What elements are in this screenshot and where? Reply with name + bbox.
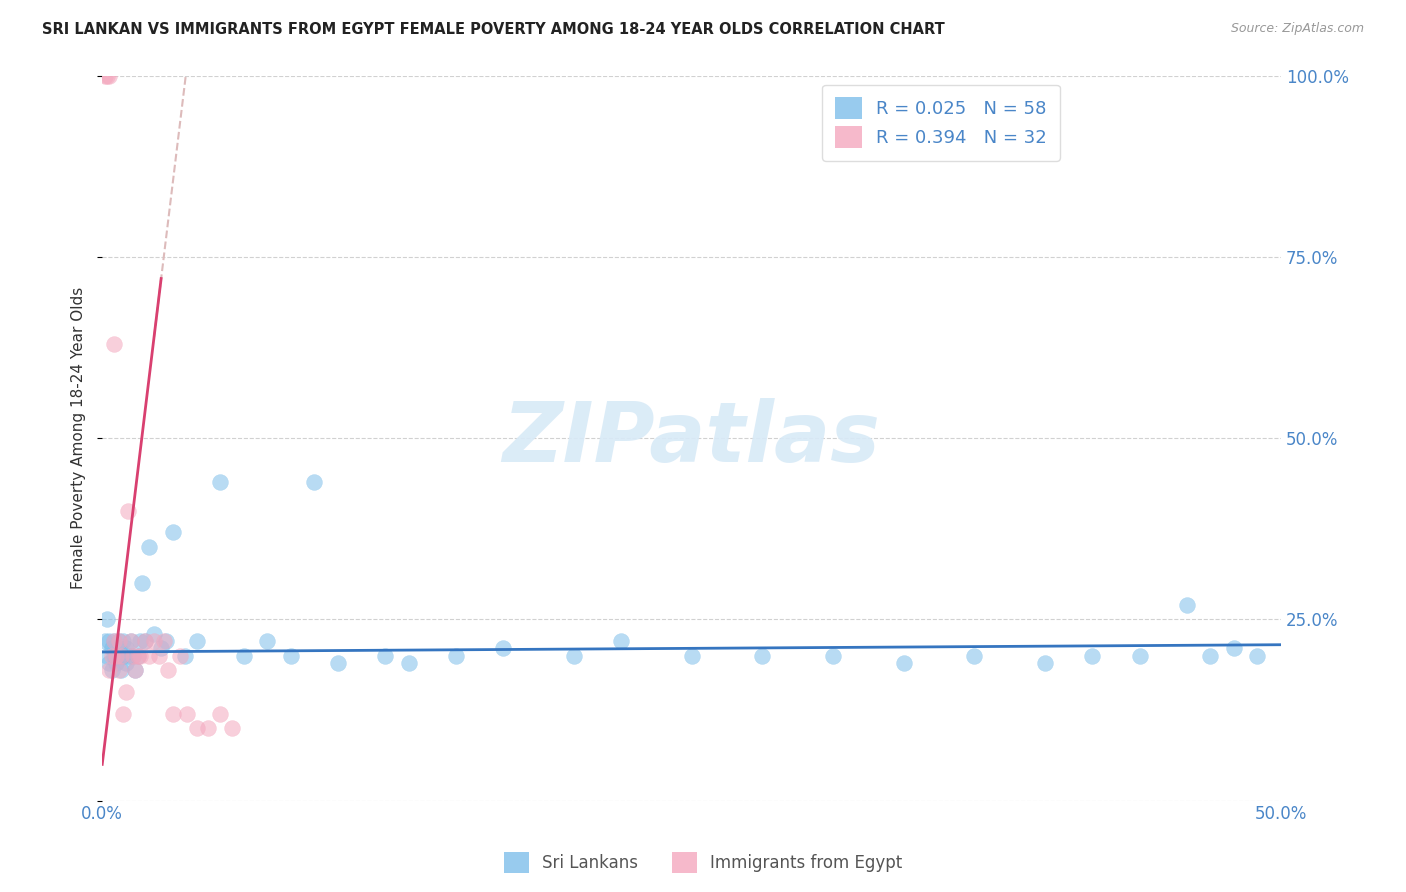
Point: [100, 648, 122, 663]
Point: [1199, 648, 1222, 663]
Y-axis label: Female Poverty Among 18-24 Year Olds: Female Poverty Among 18-24 Year Olds: [72, 287, 86, 590]
Point: [374, 648, 396, 663]
Point: [98, 663, 121, 677]
Point: [152, 634, 174, 648]
Point: [112, 648, 135, 663]
Point: [155, 634, 177, 648]
Point: [186, 634, 208, 648]
Point: [107, 634, 129, 648]
Point: [326, 656, 349, 670]
Point: [124, 663, 146, 677]
Point: [893, 656, 915, 670]
Point: [134, 634, 156, 648]
Point: [304, 475, 326, 489]
Point: [150, 641, 173, 656]
Point: [173, 648, 195, 663]
Point: [96, 648, 118, 663]
Point: [103, 634, 125, 648]
Legend: Sri Lankans, Immigrants from Egypt: Sri Lankans, Immigrants from Egypt: [498, 846, 908, 880]
Point: [117, 503, 139, 517]
Point: [134, 634, 156, 648]
Point: [138, 540, 160, 554]
Text: Source: ZipAtlas.com: Source: ZipAtlas.com: [1230, 22, 1364, 36]
Point: [209, 706, 232, 721]
Point: [1081, 648, 1104, 663]
Point: [127, 648, 149, 663]
Point: [105, 648, 128, 663]
Point: [963, 648, 986, 663]
Point: [96, 69, 118, 83]
Point: [1223, 641, 1246, 656]
Point: [112, 706, 135, 721]
Text: ZIPatlas: ZIPatlas: [503, 398, 880, 479]
Point: [114, 685, 136, 699]
Point: [129, 634, 152, 648]
Point: [93, 634, 115, 648]
Point: [1033, 656, 1056, 670]
Point: [492, 641, 515, 656]
Point: [93, 69, 115, 83]
Point: [107, 641, 129, 656]
Point: [562, 648, 585, 663]
Point: [105, 656, 128, 670]
Point: [121, 648, 143, 663]
Point: [121, 648, 143, 663]
Point: [114, 656, 136, 670]
Point: [114, 641, 136, 656]
Point: [105, 648, 128, 663]
Point: [100, 663, 122, 677]
Point: [1175, 598, 1198, 612]
Point: [103, 648, 125, 663]
Point: [162, 706, 184, 721]
Point: [169, 648, 191, 663]
Point: [138, 648, 160, 663]
Point: [148, 648, 170, 663]
Point: [1128, 648, 1150, 663]
Point: [110, 663, 132, 677]
Text: SRI LANKAN VS IMMIGRANTS FROM EGYPT FEMALE POVERTY AMONG 18-24 YEAR OLDS CORRELA: SRI LANKAN VS IMMIGRANTS FROM EGYPT FEMA…: [42, 22, 945, 37]
Point: [162, 525, 184, 540]
Point: [120, 634, 142, 648]
Point: [129, 648, 152, 663]
Point: [280, 648, 302, 663]
Point: [398, 656, 420, 670]
Point: [107, 634, 129, 648]
Point: [256, 634, 278, 648]
Point: [681, 648, 703, 663]
Point: [100, 641, 122, 656]
Point: [221, 721, 243, 735]
Legend: R = 0.025   N = 58, R = 0.394   N = 32: R = 0.025 N = 58, R = 0.394 N = 32: [823, 85, 1060, 161]
Point: [232, 648, 254, 663]
Point: [117, 648, 139, 663]
Point: [98, 656, 121, 670]
Point: [127, 648, 149, 663]
Point: [98, 69, 121, 83]
Point: [103, 336, 125, 351]
Point: [110, 648, 132, 663]
Point: [444, 648, 467, 663]
Point: [186, 721, 208, 735]
Point: [131, 576, 153, 591]
Point: [120, 634, 142, 648]
Point: [96, 612, 118, 626]
Point: [143, 627, 166, 641]
Point: [124, 663, 146, 677]
Point: [112, 634, 135, 648]
Point: [610, 634, 633, 648]
Point: [110, 648, 132, 663]
Point: [157, 663, 180, 677]
Point: [197, 721, 219, 735]
Point: [209, 475, 232, 489]
Point: [143, 634, 166, 648]
Point: [103, 634, 125, 648]
Point: [176, 706, 198, 721]
Point: [751, 648, 773, 663]
Point: [98, 634, 121, 648]
Point: [821, 648, 844, 663]
Point: [107, 663, 129, 677]
Point: [1246, 648, 1268, 663]
